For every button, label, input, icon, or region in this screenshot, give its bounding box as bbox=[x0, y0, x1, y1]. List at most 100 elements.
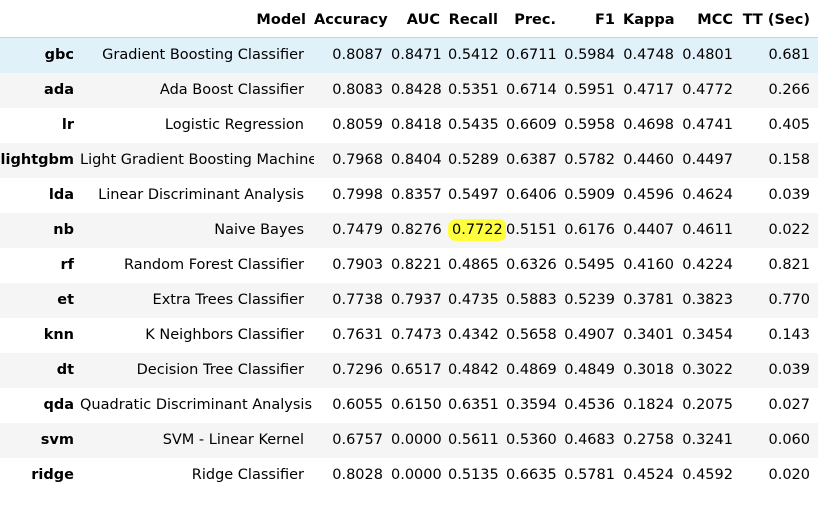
recall-cell: 0.4735 bbox=[448, 292, 499, 308]
recall-cell: 0.5435 bbox=[448, 117, 499, 133]
table-row[interactable]: ada Ada Boost Classifier 0.8083 0.8428 0… bbox=[0, 72, 818, 108]
column-header-recall[interactable]: Recall bbox=[448, 3, 506, 38]
auc-cell: 0.7937 bbox=[391, 292, 442, 308]
table-row[interactable]: lightgbm Light Gradient Boosting Machine… bbox=[0, 142, 818, 178]
recall-cell: 0.5412 bbox=[448, 47, 499, 64]
row-index: gbc bbox=[44, 47, 74, 64]
precision-cell: 0.6714 bbox=[506, 82, 557, 98]
column-header-index bbox=[0, 3, 80, 38]
auc-cell: 0.6517 bbox=[391, 362, 442, 378]
kappa-cell: 0.4524 bbox=[623, 467, 674, 483]
accuracy-cell: 0.6055 bbox=[332, 397, 383, 413]
row-index: lr bbox=[61, 117, 74, 133]
f1-cell: 0.4683 bbox=[564, 432, 615, 448]
training-time-cell: 0.266 bbox=[768, 82, 810, 98]
row-index: rf bbox=[60, 257, 74, 273]
table-row[interactable]: svm SVM - Linear Kernel 0.6757 0.0000 0.… bbox=[0, 422, 818, 458]
model-name-cell: Logistic Regression bbox=[164, 117, 304, 133]
recall-cell: 0.5289 bbox=[448, 152, 499, 168]
accuracy-cell: 0.7479 bbox=[332, 222, 383, 238]
mcc-cell: 0.3022 bbox=[682, 362, 733, 378]
f1-cell: 0.5984 bbox=[564, 47, 615, 64]
recall-cell-best: 0.7722 bbox=[448, 213, 506, 248]
column-header-precision[interactable]: Prec. bbox=[506, 3, 564, 38]
table-row[interactable]: et Extra Trees Classifier 0.7738 0.7937 … bbox=[0, 282, 818, 318]
precision-cell: 0.4869 bbox=[506, 362, 557, 378]
table-row[interactable]: lr Logistic Regression 0.8059 0.8418 0.5… bbox=[0, 107, 818, 143]
model-name-cell: Linear Discriminant Analysis bbox=[98, 187, 304, 203]
row-index: knn bbox=[43, 327, 74, 343]
precision-cell: 0.6711 bbox=[506, 47, 557, 64]
table-row[interactable]: nb Naive Bayes 0.7479 0.8276 0.7722 0.51… bbox=[0, 212, 818, 248]
recall-cell: 0.5351 bbox=[448, 82, 499, 98]
column-header-mcc[interactable]: MCC bbox=[682, 3, 741, 38]
training-time-cell: 0.020 bbox=[768, 467, 810, 483]
kappa-cell: 0.4717 bbox=[623, 82, 674, 98]
table-row[interactable]: ridge Ridge Classifier 0.8028 0.0000 0.5… bbox=[0, 457, 818, 493]
model-name-cell: Random Forest Classifier bbox=[124, 257, 304, 273]
mcc-cell: 0.4801 bbox=[682, 47, 733, 64]
column-header-model[interactable]: Model bbox=[80, 3, 314, 38]
f1-cell: 0.5909 bbox=[564, 187, 615, 203]
precision-cell: 0.5151 bbox=[506, 222, 557, 238]
model-name-cell: Ada Boost Classifier bbox=[159, 82, 304, 98]
accuracy-cell: 0.7968 bbox=[332, 152, 383, 168]
accuracy-cell: 0.7296 bbox=[332, 362, 383, 378]
table-row[interactable]: gbc Gradient Boosting Classifier 0.8087 … bbox=[0, 37, 818, 73]
auc-cell: 0.6150 bbox=[391, 397, 442, 413]
auc-cell: 0.8357 bbox=[391, 187, 442, 203]
precision-cell: 0.5360 bbox=[506, 432, 557, 448]
kappa-cell: 0.4698 bbox=[623, 117, 674, 133]
model-name-cell: Ridge Classifier bbox=[191, 467, 304, 483]
table-row[interactable]: dt Decision Tree Classifier 0.7296 0.651… bbox=[0, 352, 818, 388]
row-index: nb bbox=[53, 222, 74, 238]
f1-cell: 0.4536 bbox=[564, 397, 615, 413]
auc-cell: 0.8221 bbox=[391, 257, 442, 273]
row-index: lda bbox=[48, 187, 74, 203]
precision-cell: 0.6406 bbox=[506, 187, 557, 203]
f1-cell: 0.5782 bbox=[564, 152, 615, 168]
training-time-cell: 0.770 bbox=[768, 292, 810, 308]
accuracy-cell: 0.8028 bbox=[332, 467, 383, 483]
column-header-training-time[interactable]: TT (Sec) bbox=[741, 3, 818, 38]
mcc-cell: 0.3454 bbox=[682, 327, 733, 343]
table-row[interactable]: knn K Neighbors Classifier 0.7631 0.7473… bbox=[0, 317, 818, 353]
column-header-auc[interactable]: AUC bbox=[391, 3, 448, 38]
kappa-cell: 0.3018 bbox=[623, 362, 674, 378]
kappa-cell: 0.3781 bbox=[623, 292, 674, 308]
auc-cell: 0.8428 bbox=[391, 82, 442, 98]
model-name-cell: Quadratic Discriminant Analysis bbox=[80, 397, 312, 413]
column-header-kappa[interactable]: Kappa bbox=[623, 3, 682, 38]
model-name-cell: K Neighbors Classifier bbox=[145, 327, 304, 343]
recall-cell: 0.4842 bbox=[448, 362, 499, 378]
recall-cell: 0.5135 bbox=[448, 467, 499, 483]
model-name-cell: Light Gradient Boosting Machine bbox=[80, 152, 314, 168]
row-index: lightgbm bbox=[0, 152, 74, 168]
mcc-cell: 0.4224 bbox=[682, 257, 733, 273]
recall-cell: 0.6351 bbox=[448, 397, 499, 413]
model-name-cell: Extra Trees Classifier bbox=[152, 292, 304, 308]
column-header-f1[interactable]: F1 bbox=[564, 3, 623, 38]
row-index: ridge bbox=[31, 467, 74, 483]
f1-cell: 0.4907 bbox=[564, 327, 615, 343]
recall-cell: 0.4342 bbox=[448, 327, 499, 343]
kappa-cell: 0.4407 bbox=[623, 222, 674, 238]
mcc-cell: 0.4772 bbox=[682, 82, 733, 98]
precision-cell: 0.5883 bbox=[506, 292, 557, 308]
accuracy-cell: 0.8087 bbox=[332, 47, 383, 64]
precision-cell: 0.3594 bbox=[506, 397, 557, 413]
model-name-cell: SVM - Linear Kernel bbox=[162, 432, 304, 448]
header-row: Model Accuracy AUC Recall Prec. F1 Kappa… bbox=[0, 3, 818, 38]
table-row[interactable]: lda Linear Discriminant Analysis 0.7998 … bbox=[0, 177, 818, 213]
table-row[interactable]: qda Quadratic Discriminant Analysis 0.60… bbox=[0, 387, 818, 423]
training-time-cell: 0.060 bbox=[768, 432, 810, 448]
recall-cell: 0.5611 bbox=[448, 432, 499, 448]
mcc-cell: 0.3823 bbox=[682, 292, 733, 308]
mcc-cell: 0.4624 bbox=[682, 187, 733, 203]
training-time-cell: 0.039 bbox=[768, 187, 810, 203]
auc-cell: 0.8418 bbox=[391, 117, 442, 133]
column-header-accuracy[interactable]: Accuracy bbox=[314, 3, 391, 38]
table-row[interactable]: rf Random Forest Classifier 0.7903 0.822… bbox=[0, 247, 818, 283]
auc-cell: 0.7473 bbox=[391, 327, 442, 343]
f1-cell: 0.5951 bbox=[564, 82, 615, 98]
